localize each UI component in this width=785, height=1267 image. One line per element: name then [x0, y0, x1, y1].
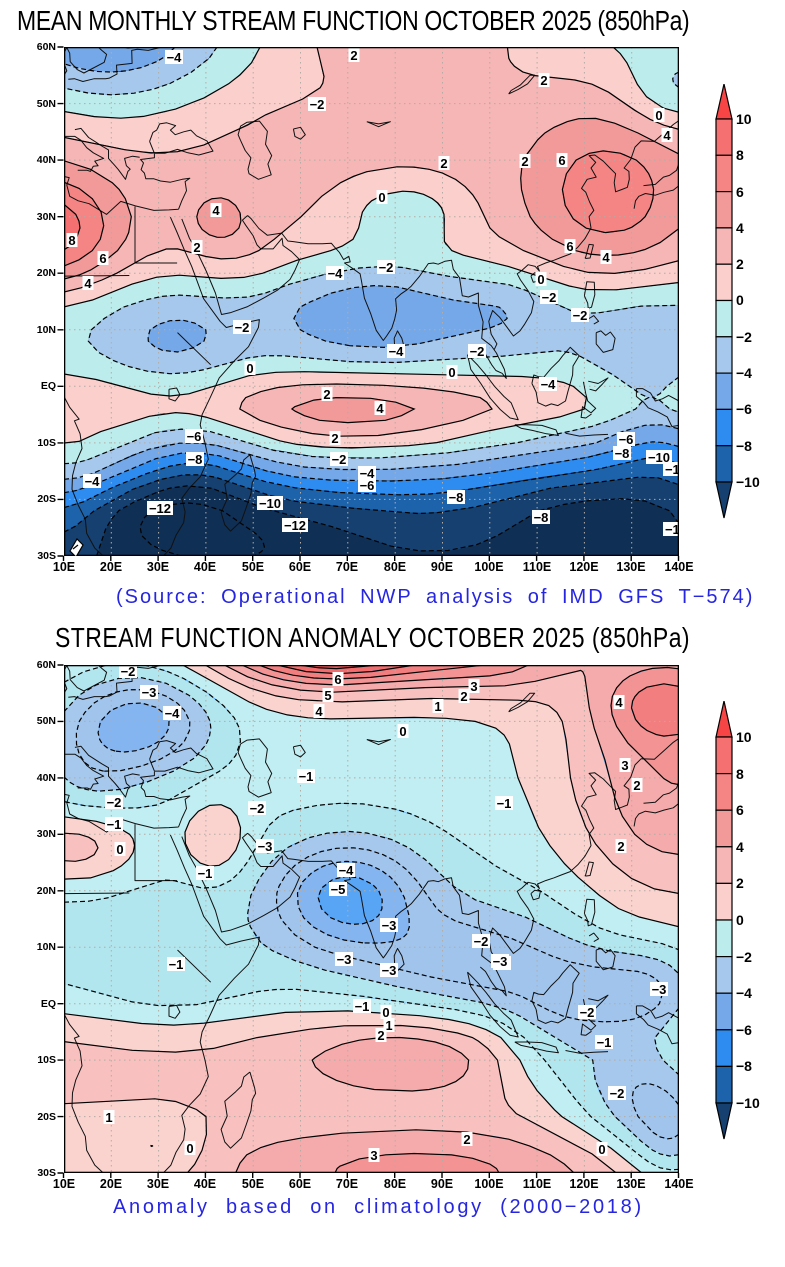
- svg-text:−2: −2: [234, 320, 249, 335]
- svg-text:−12: −12: [283, 518, 305, 533]
- svg-text:0: 0: [246, 361, 253, 376]
- svg-text:6: 6: [566, 239, 573, 254]
- svg-text:−1: −1: [354, 999, 369, 1014]
- svg-text:−3: −3: [141, 685, 156, 700]
- svg-text:−2: −2: [106, 795, 121, 810]
- svg-text:2: 2: [540, 73, 547, 88]
- svg-text:−3: −3: [492, 954, 507, 969]
- svg-text:−8: −8: [614, 446, 629, 461]
- svg-text:6: 6: [334, 672, 341, 687]
- svg-text:1: 1: [105, 1110, 112, 1125]
- svg-text:−1: −1: [197, 866, 212, 881]
- svg-text:−14: −14: [664, 462, 678, 477]
- svg-text:−1: −1: [596, 1035, 611, 1050]
- svg-text:−5: −5: [330, 882, 345, 897]
- svg-text:−3: −3: [257, 839, 272, 854]
- svg-text:4: 4: [212, 203, 220, 218]
- svg-text:−2: −2: [473, 934, 488, 949]
- svg-text:6: 6: [558, 153, 565, 168]
- svg-text:−3: −3: [381, 963, 396, 978]
- svg-text:−2: −2: [541, 290, 556, 305]
- svg-text:2: 2: [460, 689, 467, 704]
- svg-text:−2: −2: [579, 1005, 594, 1020]
- svg-text:4: 4: [84, 276, 92, 291]
- svg-text:1: 1: [434, 699, 441, 714]
- svg-text:−14: −14: [664, 522, 678, 537]
- svg-text:0: 0: [655, 108, 662, 123]
- svg-text:−2: −2: [572, 308, 587, 323]
- svg-text:4: 4: [615, 695, 623, 710]
- svg-text:2: 2: [521, 154, 528, 169]
- svg-text:2: 2: [331, 431, 338, 446]
- svg-text:−2: −2: [469, 344, 484, 359]
- svg-text:−2: −2: [378, 260, 393, 275]
- svg-text:0: 0: [537, 272, 544, 287]
- svg-text:0: 0: [399, 724, 406, 739]
- svg-text:4: 4: [602, 250, 610, 265]
- svg-text:−1: −1: [168, 957, 183, 972]
- svg-text:−8: −8: [533, 510, 548, 525]
- svg-text:−10: −10: [258, 496, 280, 511]
- svg-text:−8: −8: [187, 452, 202, 467]
- svg-text:2: 2: [463, 1132, 470, 1147]
- svg-text:3: 3: [470, 679, 477, 694]
- svg-text:4: 4: [376, 401, 384, 416]
- svg-text:0: 0: [378, 190, 385, 205]
- svg-text:−4: −4: [84, 474, 100, 489]
- svg-text:0: 0: [186, 1141, 193, 1156]
- svg-text:−3: −3: [381, 918, 396, 933]
- svg-text:−6: −6: [618, 432, 633, 447]
- svg-text:−1: −1: [298, 769, 313, 784]
- svg-text:8: 8: [68, 233, 75, 248]
- svg-text:2: 2: [377, 1028, 384, 1043]
- svg-text:−1: −1: [106, 817, 121, 832]
- svg-text:−4: −4: [327, 266, 343, 281]
- svg-text:−2: −2: [120, 665, 135, 679]
- svg-text:3: 3: [621, 758, 628, 773]
- svg-text:4: 4: [315, 704, 323, 719]
- svg-text:2: 2: [633, 778, 640, 793]
- svg-text:−1: −1: [496, 796, 511, 811]
- svg-text:2: 2: [350, 48, 357, 63]
- svg-text:−3: −3: [651, 982, 666, 997]
- svg-text:0: 0: [448, 365, 455, 380]
- svg-text:4: 4: [663, 128, 671, 143]
- svg-text:−4: −4: [164, 706, 180, 721]
- svg-text:−4: −4: [540, 377, 556, 392]
- svg-text:2: 2: [193, 240, 200, 255]
- svg-text:−2: −2: [309, 97, 324, 112]
- svg-text:−6: −6: [186, 429, 201, 444]
- svg-text:0: 0: [598, 1142, 605, 1157]
- svg-text:5: 5: [324, 688, 331, 703]
- svg-text:−4: −4: [166, 50, 182, 65]
- svg-text:2: 2: [323, 387, 330, 402]
- svg-text:−4: −4: [388, 344, 404, 359]
- svg-text:−2: −2: [249, 801, 264, 816]
- svg-text:−4: −4: [338, 863, 354, 878]
- svg-text:0: 0: [116, 842, 123, 857]
- svg-text:−2: −2: [609, 1086, 624, 1101]
- svg-text:−12: −12: [148, 501, 170, 516]
- svg-text:−8: −8: [448, 490, 463, 505]
- svg-text:6: 6: [99, 251, 106, 266]
- svg-text:3: 3: [370, 1148, 377, 1163]
- svg-text:2: 2: [440, 156, 447, 171]
- svg-text:−3: −3: [336, 952, 351, 967]
- svg-text:2: 2: [617, 839, 624, 854]
- svg-text:−2: −2: [331, 452, 346, 467]
- svg-text:−6: −6: [359, 478, 374, 493]
